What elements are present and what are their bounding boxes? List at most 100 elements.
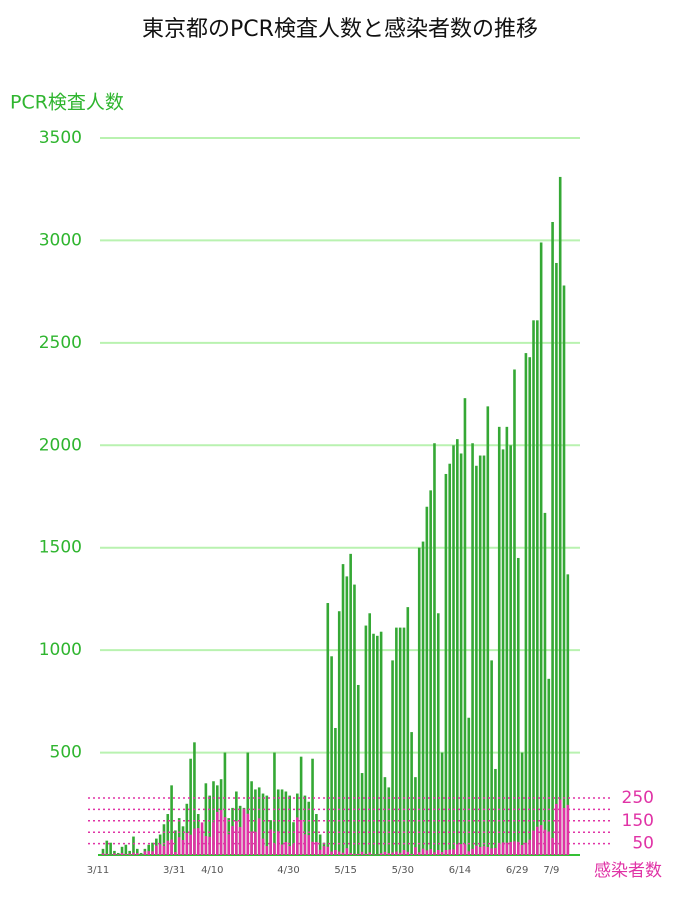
case-bar [250,831,253,855]
case-bar [200,822,204,855]
case-bar [452,849,455,855]
case-bar [475,845,478,855]
test-bar [288,795,291,855]
case-bar [459,844,463,855]
case-bar [566,804,570,855]
case-bar [406,851,410,855]
test-bar [353,584,356,855]
case-bar [341,852,345,855]
case-bar [334,849,337,855]
case-bar [353,853,356,855]
test-bar [212,781,215,855]
test-bar [532,320,535,855]
case-bar [551,837,554,855]
x-tick-label: 7/9 [543,865,559,876]
x-tick-label: 6/29 [506,865,528,876]
test-bar [208,795,211,855]
test-bar [414,777,417,855]
case-bar [147,851,151,855]
case-bar [440,852,444,855]
chart-title: 東京都のPCR検査人数と感染者数の推移 [142,17,538,42]
case-bar [467,851,471,855]
test-bar [448,463,452,855]
y-tick-label: 1000 [39,640,82,660]
test-bar [337,611,341,855]
test-bar [402,627,406,855]
case-bar [330,851,333,855]
case-bar [261,838,265,855]
y-tick-label: 3000 [39,230,82,250]
test-bar [113,850,116,855]
test-bar [166,814,170,855]
case-bar [337,851,341,855]
y-tick-label: 1500 [39,538,82,558]
y-tick-label: 2000 [39,435,82,455]
test-bar [280,789,284,855]
case-bar [478,847,482,855]
case-bar [254,831,257,855]
case-bar [189,834,192,855]
case-bar [520,844,524,855]
test-bar [223,752,227,855]
case-bar [273,844,276,855]
case-bar [162,845,166,855]
case-bar [368,852,371,855]
y-tick-label: 3500 [39,128,82,148]
case-bar [387,853,391,855]
case-bar [208,836,211,855]
test-bar [372,633,375,855]
x-tick-label: 3/31 [163,865,185,876]
test-bar [101,848,105,855]
y2-tick-label: 50 [632,834,654,854]
y-tick-label: 500 [50,743,82,763]
y2-tick-label: 150 [622,811,654,831]
test-bar [360,773,364,855]
test-bar [452,445,455,855]
case-bar [379,853,383,855]
case-bar [505,842,509,855]
test-bar [326,603,330,855]
x-tick-label: 5/30 [392,865,414,876]
test-bar [421,541,425,855]
case-bar [288,846,291,855]
test-bar [516,557,520,855]
case-bar [448,849,452,855]
test-bar [261,793,265,855]
test-bar [425,506,429,855]
test-bar [177,818,181,855]
test-bar [204,783,208,855]
case-bar [414,847,417,855]
test-bar [273,752,276,855]
test-bar [189,758,192,855]
case-bar [307,835,311,855]
test-bar [482,455,486,855]
case-bar [486,847,490,855]
case-bar [315,842,318,855]
case-bar [292,844,295,855]
case-bar [349,852,352,855]
test-bar [250,781,253,855]
case-bar [528,839,532,855]
case-bar [356,853,360,855]
case-bar [372,854,375,855]
test-bar [494,768,497,855]
test-bar [356,684,360,855]
case-bar [128,853,131,855]
case-bar [345,848,349,855]
case-bar [246,813,250,855]
test-bar [120,846,124,855]
test-bar [490,660,493,855]
case-bar [196,828,200,855]
case-bar [360,851,364,855]
test-bar [379,631,383,855]
case-bar [326,846,330,855]
test-bar [539,242,543,855]
case-bar [513,841,516,855]
case-bar [303,834,307,855]
test-bar [395,627,398,855]
test-bar [174,830,177,855]
test-bar [497,426,501,855]
test-bar [139,852,143,855]
y2-tick-label: 250 [622,788,654,808]
test-bar [398,627,402,855]
